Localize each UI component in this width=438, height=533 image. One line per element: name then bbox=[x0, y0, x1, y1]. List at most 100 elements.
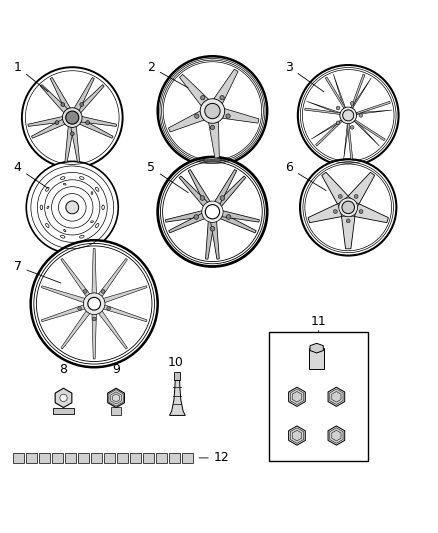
Text: 6: 6 bbox=[285, 161, 326, 191]
Polygon shape bbox=[108, 388, 124, 408]
Polygon shape bbox=[322, 172, 349, 204]
Circle shape bbox=[210, 227, 215, 231]
Polygon shape bbox=[356, 110, 392, 115]
Bar bbox=[143, 453, 154, 463]
Polygon shape bbox=[40, 85, 68, 113]
Polygon shape bbox=[208, 122, 219, 158]
Bar bbox=[269, 332, 368, 462]
Circle shape bbox=[158, 157, 267, 266]
Circle shape bbox=[226, 114, 230, 118]
Polygon shape bbox=[344, 123, 349, 159]
Text: 7: 7 bbox=[14, 260, 61, 283]
Polygon shape bbox=[354, 119, 385, 141]
Circle shape bbox=[86, 120, 89, 125]
Polygon shape bbox=[351, 78, 371, 109]
Polygon shape bbox=[215, 169, 237, 205]
Polygon shape bbox=[205, 221, 214, 259]
Text: 8: 8 bbox=[60, 363, 67, 376]
Text: 12: 12 bbox=[199, 451, 230, 464]
Circle shape bbox=[61, 103, 65, 107]
Polygon shape bbox=[328, 426, 345, 445]
Circle shape bbox=[205, 103, 220, 119]
Polygon shape bbox=[311, 119, 343, 139]
Circle shape bbox=[83, 289, 87, 293]
Bar bbox=[182, 453, 193, 463]
Polygon shape bbox=[103, 286, 147, 303]
Circle shape bbox=[359, 114, 363, 117]
Text: 4: 4 bbox=[14, 161, 48, 188]
Polygon shape bbox=[316, 119, 343, 146]
Polygon shape bbox=[223, 109, 259, 123]
Circle shape bbox=[63, 108, 82, 127]
Circle shape bbox=[194, 114, 199, 118]
Bar bbox=[91, 453, 102, 463]
Bar bbox=[39, 453, 50, 463]
Circle shape bbox=[107, 306, 110, 310]
Circle shape bbox=[66, 201, 79, 214]
Polygon shape bbox=[325, 77, 346, 109]
Polygon shape bbox=[354, 119, 380, 146]
Circle shape bbox=[200, 99, 225, 123]
Circle shape bbox=[350, 126, 354, 129]
Bar bbox=[169, 453, 180, 463]
Polygon shape bbox=[310, 343, 323, 353]
Circle shape bbox=[88, 297, 100, 310]
Circle shape bbox=[26, 161, 118, 253]
Circle shape bbox=[66, 111, 79, 124]
Text: 2: 2 bbox=[147, 61, 188, 88]
Polygon shape bbox=[74, 77, 94, 111]
Circle shape bbox=[359, 209, 363, 213]
Circle shape bbox=[333, 209, 337, 213]
Polygon shape bbox=[180, 75, 208, 106]
Polygon shape bbox=[179, 176, 208, 206]
Polygon shape bbox=[220, 213, 256, 233]
Polygon shape bbox=[92, 248, 96, 294]
Circle shape bbox=[101, 289, 105, 293]
Circle shape bbox=[31, 240, 158, 367]
Text: 9: 9 bbox=[112, 363, 120, 376]
Polygon shape bbox=[99, 259, 127, 297]
Polygon shape bbox=[289, 387, 305, 407]
Text: 1: 1 bbox=[14, 61, 48, 92]
Circle shape bbox=[346, 219, 350, 223]
Circle shape bbox=[22, 67, 123, 168]
Polygon shape bbox=[354, 204, 389, 223]
Circle shape bbox=[338, 195, 342, 198]
Circle shape bbox=[92, 317, 96, 321]
Circle shape bbox=[300, 159, 396, 255]
Circle shape bbox=[226, 215, 231, 219]
Polygon shape bbox=[307, 101, 341, 115]
Polygon shape bbox=[61, 259, 90, 297]
Polygon shape bbox=[188, 169, 210, 205]
Circle shape bbox=[220, 95, 224, 100]
Polygon shape bbox=[304, 108, 341, 115]
Polygon shape bbox=[99, 311, 127, 349]
Text: 3: 3 bbox=[285, 61, 324, 92]
Circle shape bbox=[71, 132, 74, 135]
Circle shape bbox=[201, 95, 205, 100]
Bar bbox=[78, 453, 89, 463]
Bar bbox=[26, 453, 37, 463]
Circle shape bbox=[83, 293, 105, 314]
Polygon shape bbox=[214, 69, 238, 103]
Bar bbox=[65, 453, 76, 463]
Circle shape bbox=[343, 110, 354, 121]
Polygon shape bbox=[328, 387, 345, 407]
Text: 10: 10 bbox=[167, 357, 183, 369]
Polygon shape bbox=[28, 116, 64, 126]
Circle shape bbox=[210, 125, 215, 130]
Circle shape bbox=[350, 102, 354, 105]
Polygon shape bbox=[103, 305, 147, 322]
Polygon shape bbox=[41, 286, 85, 303]
Polygon shape bbox=[351, 74, 365, 109]
Polygon shape bbox=[71, 126, 80, 162]
Polygon shape bbox=[65, 126, 74, 162]
Circle shape bbox=[336, 121, 340, 125]
Circle shape bbox=[202, 201, 223, 222]
Bar bbox=[156, 453, 167, 463]
Bar bbox=[174, 372, 180, 381]
Polygon shape bbox=[169, 111, 204, 132]
Polygon shape bbox=[77, 85, 104, 113]
Circle shape bbox=[205, 205, 219, 219]
Circle shape bbox=[200, 196, 205, 200]
